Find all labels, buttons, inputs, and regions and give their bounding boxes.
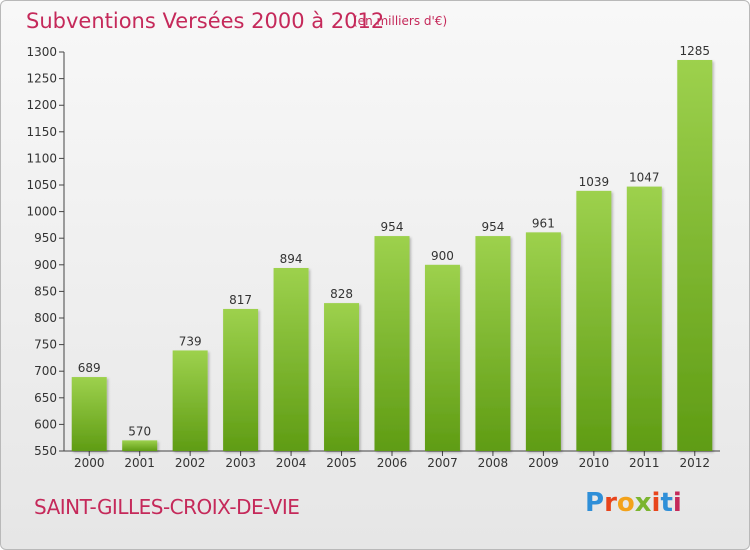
proxiti-logo: Proxiti (585, 488, 682, 518)
data-label-2011: 1047 (629, 171, 660, 185)
x-tick-label: 2008 (478, 456, 509, 470)
logo-letter: i (651, 488, 661, 518)
y-tick-label: 950 (34, 231, 57, 245)
bar-2005 (324, 303, 360, 451)
bar-2002 (172, 350, 208, 451)
y-tick-label: 1050 (26, 178, 57, 192)
y-tick-label: 1250 (26, 72, 57, 86)
logo-letter: P (585, 488, 605, 518)
y-tick-label: 750 (34, 338, 57, 352)
chart-title: Subventions Versées 2000 à 2012 (26, 9, 385, 33)
y-tick-label: 1150 (26, 125, 57, 139)
y-tick-label: 800 (34, 311, 57, 325)
y-tick-label: 900 (34, 258, 57, 272)
logo-letter: r (604, 488, 617, 518)
x-tick-label: 2003 (225, 456, 256, 470)
y-tick-label: 1000 (26, 205, 57, 219)
data-label-2003: 817 (229, 293, 252, 307)
x-tick-label: 2007 (427, 456, 458, 470)
logo-letter: t (660, 488, 673, 518)
data-labels: 689 570 739 817 894 828 954 900 954 961 1039 1047 12… (78, 44, 710, 438)
data-label-2002: 739 (179, 334, 202, 348)
axes: 550 600 650 700 750 800 850 900 950 1000 1050 1100 1… (26, 45, 720, 470)
bar-2012 (677, 59, 713, 451)
data-label-2005: 828 (330, 287, 353, 301)
bar-2010 (576, 190, 612, 452)
bars (71, 59, 713, 452)
x-tick-label: 2000 (74, 456, 105, 470)
data-label-2004: 894 (280, 252, 303, 266)
data-label-2012: 1285 (679, 44, 710, 58)
data-label-2010: 1039 (579, 175, 610, 189)
x-tick-label: 2002 (175, 456, 206, 470)
chart-unit-note: (en milliers d'€) (353, 14, 448, 28)
x-tick-label: 2005 (326, 456, 357, 470)
y-tick-label: 600 (34, 417, 57, 431)
y-tick-label: 650 (34, 391, 57, 405)
bar-2009 (525, 232, 561, 451)
y-tick-label: 1100 (26, 151, 57, 165)
x-tick-label: 2001 (124, 456, 155, 470)
x-tick-label: 2006 (377, 456, 408, 470)
bar-2006 (374, 236, 410, 451)
x-tick-label: 2010 (579, 456, 610, 470)
x-tick-label: 2011 (629, 456, 660, 470)
y-tick-label: 1200 (26, 98, 57, 112)
y-tick-label: 1300 (26, 45, 57, 59)
bar-2003 (223, 308, 259, 451)
logo-letter: o (616, 488, 635, 518)
x-tick-label: 2004 (276, 456, 307, 470)
x-tick-label: 2009 (528, 456, 559, 470)
logo-letter: x (634, 488, 652, 518)
x-tick-label: 2012 (679, 456, 710, 470)
bar-2011 (626, 186, 662, 451)
y-tick-label: 850 (34, 284, 57, 298)
bar-2004 (273, 267, 309, 451)
bar-chart: 550 600 650 700 750 800 850 900 950 1000 1050 1100 1… (26, 44, 720, 470)
data-label-2001: 570 (128, 424, 151, 438)
data-label-2008: 954 (481, 220, 504, 234)
logo-letter: i (672, 488, 682, 518)
bar-2000 (71, 377, 107, 451)
bar-2007 (424, 264, 460, 451)
y-tick-label: 550 (34, 444, 57, 458)
data-label-2006: 954 (381, 220, 404, 234)
data-label-2009: 961 (532, 216, 555, 230)
commune-name: SAINT-GILLES-CROIX-DE-VIE (34, 495, 300, 519)
y-tick-label: 700 (34, 364, 57, 378)
data-label-2007: 900 (431, 249, 454, 263)
bar-2001 (122, 440, 158, 451)
data-label-2000: 689 (78, 361, 101, 375)
bar-2008 (475, 236, 511, 451)
